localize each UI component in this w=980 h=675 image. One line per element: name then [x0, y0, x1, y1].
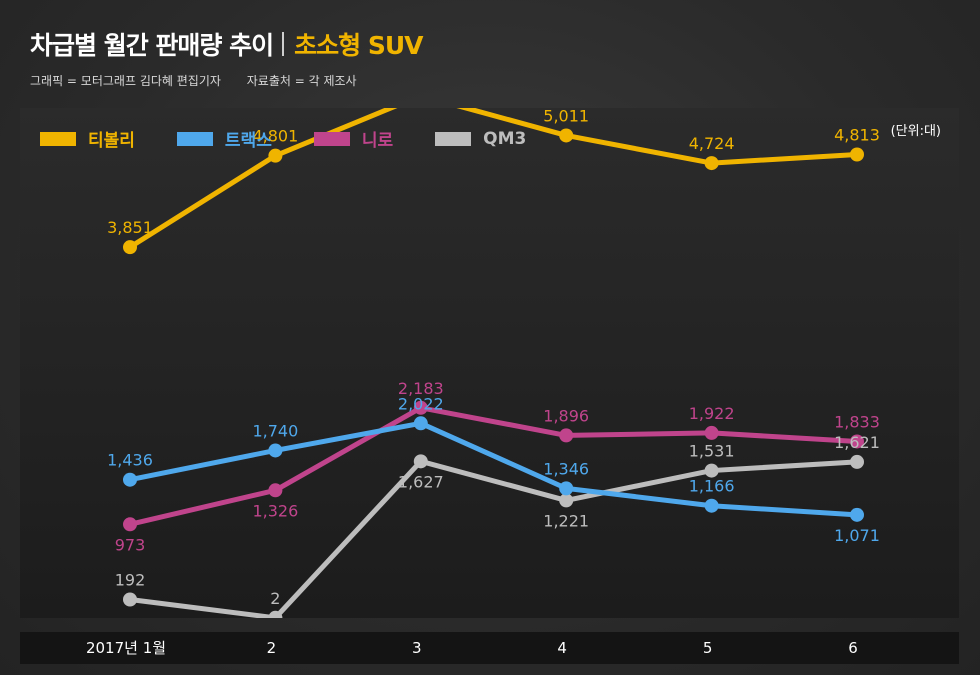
data-point [850, 434, 864, 449]
data-label: 1,896 [543, 406, 589, 425]
legend-label: QM3 [483, 128, 527, 149]
chart-panel: 3,8514,8015,4245,0114,7244,8131,4361,740… [20, 108, 959, 618]
data-label: 4,724 [689, 134, 735, 153]
data-point [704, 498, 719, 513]
data-point [559, 481, 574, 496]
data-label: 1,071 [834, 526, 880, 545]
data-label: 1,326 [252, 501, 298, 520]
data-point [123, 517, 137, 532]
legend-item: 티볼리 [40, 126, 135, 151]
legend-swatch [313, 131, 350, 146]
data-point [268, 483, 283, 498]
data-label: 1,221 [543, 511, 589, 530]
data-point [123, 472, 137, 487]
x-axis: 2017년 1월 2 3 4 5 6 [86, 639, 858, 657]
x-axis-bar: 2017년 1월 2 3 4 5 6 [20, 632, 959, 664]
data-label: 1,436 [107, 451, 153, 470]
data-label: 1,531 [689, 442, 735, 461]
data-point [559, 128, 574, 143]
data-point [413, 416, 428, 431]
graphic-credit: 그래픽 = 모터그래프 김다혜 편집기자 [30, 74, 221, 88]
series-line [127, 405, 860, 527]
data-label: 1,346 [543, 459, 589, 478]
data-point [559, 493, 574, 508]
data-point [268, 148, 283, 163]
data-label: 192 [115, 571, 146, 590]
data-label: 973 [115, 535, 146, 554]
x-tick-label: 4 [557, 639, 567, 657]
title-row: 차급별 월간 판매량 추이 초소형 SUV [30, 26, 423, 62]
title-divider [282, 32, 285, 56]
data-source: 자료출처 = 각 제조사 [246, 74, 357, 88]
series-line [127, 458, 860, 618]
data-label: 2 [270, 589, 280, 608]
series-line [127, 108, 860, 250]
data-label: 4,813 [834, 126, 880, 145]
credit-row: 그래픽 = 모터그래프 김다혜 편집기자 자료출처 = 각 제조사 [30, 72, 422, 89]
chart-subtitle: 초소형 SUV [294, 31, 423, 60]
x-tick-label: 2017년 1월 [86, 639, 166, 657]
legend-label: 니로 [361, 131, 394, 151]
data-point [850, 454, 864, 469]
data-label: 1,740 [252, 421, 298, 440]
legend-label: 트랙스 [224, 131, 272, 151]
data-point [268, 610, 283, 618]
unit-label: (단위:대) [890, 124, 941, 139]
data-label: 2,183 [398, 379, 444, 398]
data-label: 2,022 [398, 394, 444, 413]
data-label: 5,011 [543, 108, 589, 125]
data-label: 1,922 [689, 404, 735, 423]
data-point [850, 507, 864, 522]
chart-title: 차급별 월간 판매량 추이 [30, 31, 274, 60]
data-point [123, 240, 137, 255]
x-tick-label: 5 [703, 639, 713, 657]
series-line [127, 420, 860, 518]
x-tick-label: 2 [267, 639, 277, 657]
data-point [413, 400, 428, 415]
legend: 티볼리 트랙스 니로 QM3 [40, 126, 568, 151]
legend-swatch [176, 131, 213, 146]
data-point [704, 156, 719, 171]
data-point [704, 463, 719, 478]
data-point [413, 454, 428, 469]
header: 차급별 월간 판매량 추이 초소형 SUV 그래픽 = 모터그래프 김다혜 편집… [30, 26, 423, 89]
data-point [704, 425, 719, 440]
data-point [123, 592, 137, 607]
data-label: 1,166 [689, 477, 735, 496]
data-label: 1,621 [834, 433, 880, 452]
line-chart: 3,8514,8015,4245,0114,7244,8131,4361,740… [107, 108, 880, 618]
data-label: 3,851 [107, 218, 153, 237]
data-label: 4,801 [252, 127, 298, 146]
legend-item: 니로 [313, 126, 394, 151]
data-point [268, 443, 283, 458]
data-point [559, 428, 574, 443]
x-tick-label: 6 [848, 639, 858, 657]
legend-swatch [435, 131, 472, 146]
data-label: 1,627 [398, 472, 444, 491]
legend-swatch [40, 131, 76, 146]
x-tick-label: 3 [412, 639, 422, 657]
data-point [850, 147, 864, 162]
legend-item: QM3 [435, 129, 526, 149]
legend-item: 트랙스 [176, 126, 272, 151]
legend-label: 티볼리 [88, 131, 135, 151]
data-label: 1,833 [834, 412, 880, 431]
